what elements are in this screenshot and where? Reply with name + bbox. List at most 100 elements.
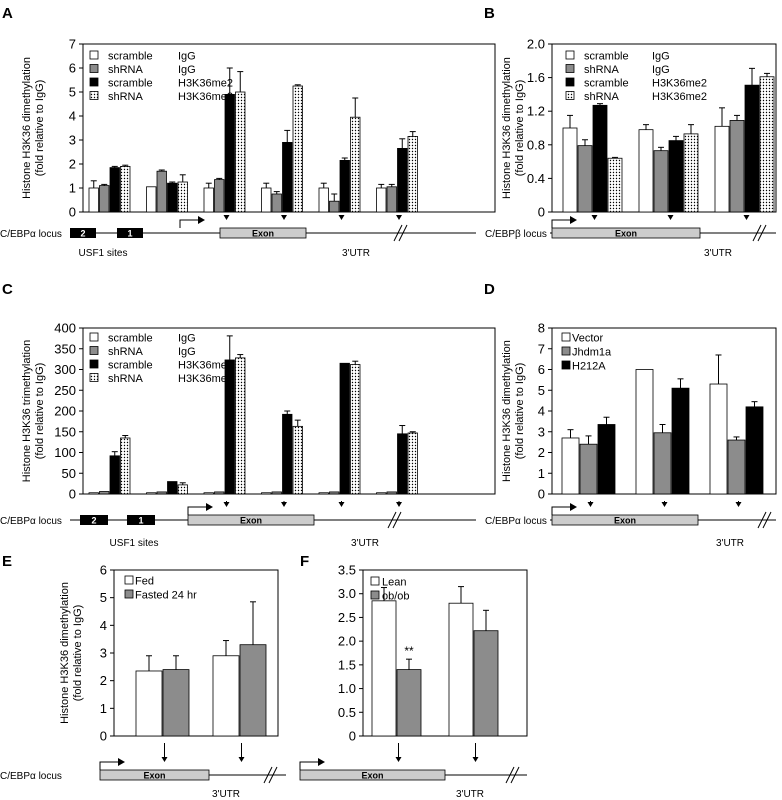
y-tick-label: 2.0 (338, 634, 356, 649)
bar (156, 491, 167, 495)
break-slash (268, 766, 278, 784)
legend-swatch (124, 589, 134, 599)
bar (146, 492, 157, 495)
legend-swatch (370, 590, 380, 600)
y-tick-label: 200 (54, 404, 76, 419)
bar (683, 133, 699, 213)
legend-label: scramble (108, 360, 153, 372)
bar (212, 655, 240, 737)
y-tick-label: 0 (100, 729, 107, 744)
legend-label: Jhdm1a (572, 347, 612, 359)
bar (561, 437, 580, 495)
bar (745, 406, 764, 495)
bar (282, 413, 293, 495)
bar (350, 364, 361, 495)
bar (261, 492, 272, 495)
promoter-arrow (551, 506, 570, 515)
bar (329, 491, 340, 495)
y-tick-label: 150 (54, 424, 76, 439)
y-tick-label: 2 (100, 673, 107, 688)
bar (386, 186, 397, 213)
legend-label: shRNA (584, 91, 620, 103)
legend-label: H3K36me3 (178, 360, 233, 372)
amplicon-arrowhead (667, 215, 674, 220)
exon-label: Exon (615, 229, 637, 239)
bar (239, 644, 267, 737)
amplicon-arrowhead (472, 757, 479, 762)
legend-swatch (89, 91, 99, 100)
y-tick-label: 0.4 (527, 171, 545, 186)
amplicon-arrowhead (395, 757, 402, 762)
y-axis-label: Histone H3K36 dimethylation (21, 57, 33, 199)
bar (653, 150, 669, 213)
promoter-arrowhead (206, 503, 213, 511)
break-slash (392, 511, 402, 529)
amplicon-arrowhead (161, 757, 168, 762)
legend-label: IgG (178, 333, 196, 345)
break-slash (387, 511, 397, 529)
legend-swatch (561, 346, 571, 356)
y-tick-label: 6 (100, 563, 107, 578)
y-tick-label: 2.5 (338, 610, 356, 625)
amplicon-arrowhead (735, 502, 742, 507)
legend-label: Vector (572, 333, 604, 345)
bar (271, 491, 282, 495)
promoter-arrow (187, 506, 206, 515)
bar (407, 432, 418, 495)
exon-box (299, 769, 446, 781)
bar (214, 179, 225, 213)
panel-b: 0 0.4 0.8 1.2 1.6 2.0 Histone H3K36 dimethylat… (485, 37, 777, 259)
y-axis-label: Histone H3K36 dimethylation (59, 582, 71, 724)
amplicon-arrowhead (587, 502, 594, 507)
locus-label: C/EBPβ locus (485, 229, 547, 240)
legend-label: H212A (572, 361, 606, 373)
utr-label: 3'UTR (351, 538, 379, 549)
y-tick-label: 1.5 (338, 657, 356, 672)
bar (99, 491, 110, 495)
legend-label: IgG (652, 51, 670, 63)
legend-swatch (124, 575, 134, 585)
amplicon-arrowhead (396, 215, 402, 220)
bar (638, 129, 654, 213)
bar (109, 455, 120, 495)
y-tick-label: 300 (54, 362, 76, 377)
locus-diagram: C/EBPα locus Exon 3'UTR (485, 501, 776, 549)
promoter-arrowhead (118, 758, 125, 766)
y-tick-label: 0 (538, 487, 545, 502)
usf1-site-label: 1 (127, 229, 132, 239)
bar (292, 85, 303, 213)
bar (577, 145, 593, 213)
svg-text:C: C (2, 281, 13, 298)
amplicon-arrowhead (281, 502, 287, 507)
promoter-arrowhead (198, 216, 205, 224)
bar (729, 120, 745, 213)
y-axis-label-sub: (fold relative to IgG) (514, 363, 526, 460)
y-tick-label: 1.2 (527, 104, 545, 119)
bar (167, 182, 178, 213)
bar (448, 602, 474, 737)
legend-label: H3K36me2 (178, 91, 233, 103)
y-tick-label: 2 (69, 157, 76, 172)
legend-label: Lean (382, 577, 406, 589)
y-tick-label: 0 (69, 205, 76, 220)
y-tick-label: 4 (69, 109, 76, 124)
break-slash (393, 224, 403, 242)
amplicon-arrowhead (591, 215, 598, 220)
bar (235, 357, 246, 495)
locus-diagram: C/EBPα locus Exon 2 1 USF1 sites 3'UTR (0, 501, 476, 549)
legend-label: shRNA (584, 64, 620, 76)
exon-box (219, 227, 307, 239)
y-tick-label: 0.5 (338, 705, 356, 720)
y-tick-label: 0.8 (527, 137, 545, 152)
bar (473, 630, 499, 737)
usf1-site-label: 2 (91, 516, 96, 526)
legend-swatch (89, 359, 99, 369)
bar (709, 383, 728, 495)
legend-label: H3K36me2 (652, 78, 707, 90)
promoter-arrowhead (570, 503, 577, 511)
legend-label: shRNA (108, 91, 144, 103)
utr-label: 3'UTR (342, 248, 370, 259)
y-tick-label: 350 (54, 341, 76, 356)
bar (744, 84, 760, 213)
bar (714, 125, 730, 213)
